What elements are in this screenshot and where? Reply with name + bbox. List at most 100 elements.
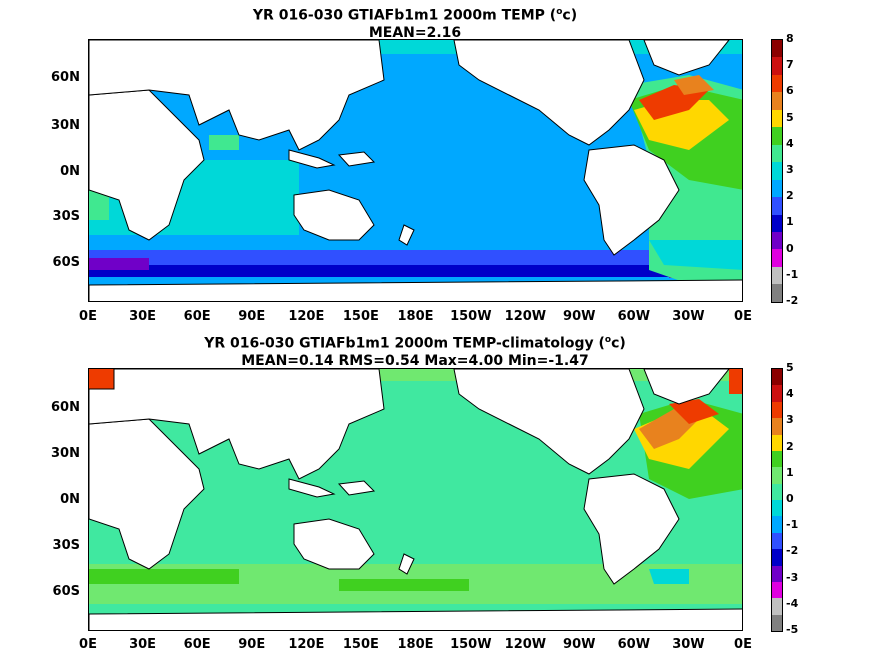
panel2-colorbar-segment (772, 401, 782, 419)
panel1-colorbar-label: 6 (786, 84, 794, 98)
panel2-colorbar-label: 1 (786, 465, 794, 479)
panel1-xtick-3: 90E (238, 309, 266, 324)
panel2-colorbar-segment (772, 598, 782, 615)
panel2-colorbar-segment (772, 467, 782, 484)
panel1-colorbar-segment (772, 231, 782, 250)
panel1-xtick-7: 150W (450, 309, 492, 324)
panel1-map-svg (89, 40, 742, 301)
panel1-xtick-2: 60E (183, 309, 211, 324)
panel2-colorbar-segment (772, 581, 782, 599)
panel1-ytick-0n: 0N (60, 164, 80, 179)
panel1-colorbar (771, 39, 783, 303)
panel2-colorbar-label: -5 (786, 623, 799, 636)
panel2-colorbar-label: 0 (786, 492, 794, 505)
panel2-colorbar-segment (772, 434, 782, 451)
panel1-xtick-5: 150E (342, 309, 379, 324)
panel1-xtick-9: 90W (563, 309, 596, 324)
panel2-xtick-3: 90E (238, 637, 266, 652)
panel1-xtick-12: 0E (734, 309, 752, 324)
panel2-colorbar-label: 2 (786, 439, 794, 453)
panel1-mean-label: MEAN=2.16 (368, 24, 462, 41)
panel2-ytick-60s: 60S (52, 584, 80, 599)
panel1-xtick-4: 120E (288, 309, 325, 324)
panel1-colorbar-label: 2 (786, 189, 794, 203)
panel1-colorbar-segment (772, 40, 782, 58)
panel1-colorbar-label: -2 (786, 294, 799, 307)
panel1-xtick-8: 120W (504, 309, 547, 324)
panel2-colorbar (771, 368, 783, 632)
panel1-xtick-0: 0E (79, 309, 97, 324)
panel1-ytick-60s: 60S (52, 255, 80, 270)
panel2-colorbar-segment (772, 385, 782, 402)
panel2-colorbar-segment (772, 614, 782, 631)
panel1-colorbar-segment (772, 92, 782, 110)
panel1-colorbar-label: 4 (786, 136, 794, 150)
panel2-xtick-7: 150W (450, 637, 492, 652)
panel2-ytick-60n: 60N (51, 400, 80, 415)
panel2-colorbar-label: -4 (786, 596, 799, 610)
panel2-colorbar-segment (772, 549, 782, 566)
panel2-colorbar-label: 4 (786, 387, 794, 401)
panel2-xtick-4: 120E (288, 637, 325, 652)
panel1-colorbar-label: 3 (786, 163, 794, 176)
panel2-xtick-12: 0E (734, 637, 752, 652)
panel2-stats-label: MEAN=0.14 RMS=0.54 Max=4.00 Min=-1.47 (241, 352, 589, 369)
panel1-colorbar-segment (772, 144, 782, 163)
panel2-xtick-1: 30E (129, 637, 157, 652)
panel2-title-line1: YR 016-030 GTIAFb1m1 2000m TEMP-climatol… (204, 335, 626, 352)
panel2-colorbar-label: 3 (786, 413, 794, 427)
panel2-colorbar-segment (772, 565, 782, 582)
panel1-colorbar-segment (772, 214, 782, 232)
panel1-colorbar-segment (772, 57, 782, 75)
panel1-colorbar-label: 7 (786, 58, 794, 72)
panel1-xtick-11: 30W (672, 309, 705, 324)
panel1-colorbar-label: 0 (786, 241, 794, 255)
panel2-colorbar-segment (772, 483, 782, 500)
panel1-xtick-6: 180E (397, 309, 434, 324)
panel1-map (88, 39, 743, 302)
panel1-colorbar-segment (772, 284, 782, 302)
panel1-colorbar-segment (772, 197, 782, 215)
panel1-colorbar-segment (772, 127, 782, 145)
panel2-colorbar-segment (772, 532, 782, 550)
panel1-colorbar-label: 5 (786, 110, 794, 124)
panel2-xtick-11: 30W (672, 637, 705, 652)
panel2-colorbar-segment (772, 500, 782, 517)
panel1-ytick-30n: 30N (51, 118, 80, 133)
panel1-colorbar-segment (772, 109, 782, 128)
panel1-colorbar-label: 1 (786, 215, 794, 229)
panel2-colorbar-label: 5 (786, 361, 794, 374)
panel2-colorbar-segment (772, 369, 782, 386)
panel2-ytick-0n: 0N (60, 492, 80, 507)
panel1-xtick-10: 60W (617, 309, 651, 324)
panel2-ytick-30n: 30N (51, 446, 80, 461)
panel2-xtick-5: 150E (342, 637, 379, 652)
panel2-title: YR 016-030 GTIAFb1m1 2000m TEMP-climatol… (0, 332, 830, 370)
panel2-colorbar-label: -3 (786, 570, 799, 584)
panel1-xtick-1: 30E (129, 309, 157, 324)
panel2-xtick-9: 90W (563, 637, 596, 652)
panel1-colorbar-segment (772, 162, 782, 180)
panel2-xtick-2: 60E (183, 637, 211, 652)
panel2-map (88, 368, 743, 631)
panel2-xtick-6: 180E (397, 637, 434, 652)
panel1-colorbar-segment (772, 266, 782, 285)
panel2-colorbar-label: -1 (786, 518, 799, 532)
panel2-xtick-10: 60W (617, 637, 651, 652)
panel2-colorbar-segment (772, 450, 782, 468)
panel2-colorbar-label: -2 (786, 544, 799, 558)
panel1-colorbar-segment (772, 74, 782, 93)
panel1-title-line1: YR 016-030 GTIAFb1m1 2000m TEMP (oc) (252, 7, 578, 24)
panel2-xtick-0: 0E (79, 637, 97, 652)
panel2-xtick-8: 120W (504, 637, 547, 652)
panel2-colorbar-segment (772, 516, 782, 533)
panel1-title: YR 016-030 GTIAFb1m1 2000m TEMP (oc) MEA… (0, 4, 830, 42)
panel2-ytick-30s: 30S (52, 538, 80, 553)
panel1-ytick-30s: 30S (52, 209, 80, 224)
panel2-colorbar-segment (772, 418, 782, 435)
panel1-ytick-60n: 60N (51, 70, 80, 85)
panel1-colorbar-label: -1 (786, 267, 799, 281)
panel1-colorbar-label: 8 (786, 32, 794, 45)
panel2-map-svg (89, 369, 742, 630)
panel1-colorbar-segment (772, 249, 782, 267)
